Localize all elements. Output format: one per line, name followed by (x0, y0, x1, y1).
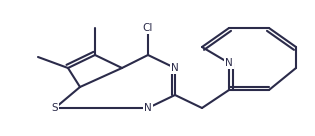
Text: S: S (52, 103, 58, 113)
Text: Cl: Cl (143, 23, 153, 33)
Text: N: N (171, 63, 179, 73)
Text: N: N (144, 103, 152, 113)
Text: N: N (225, 58, 233, 68)
